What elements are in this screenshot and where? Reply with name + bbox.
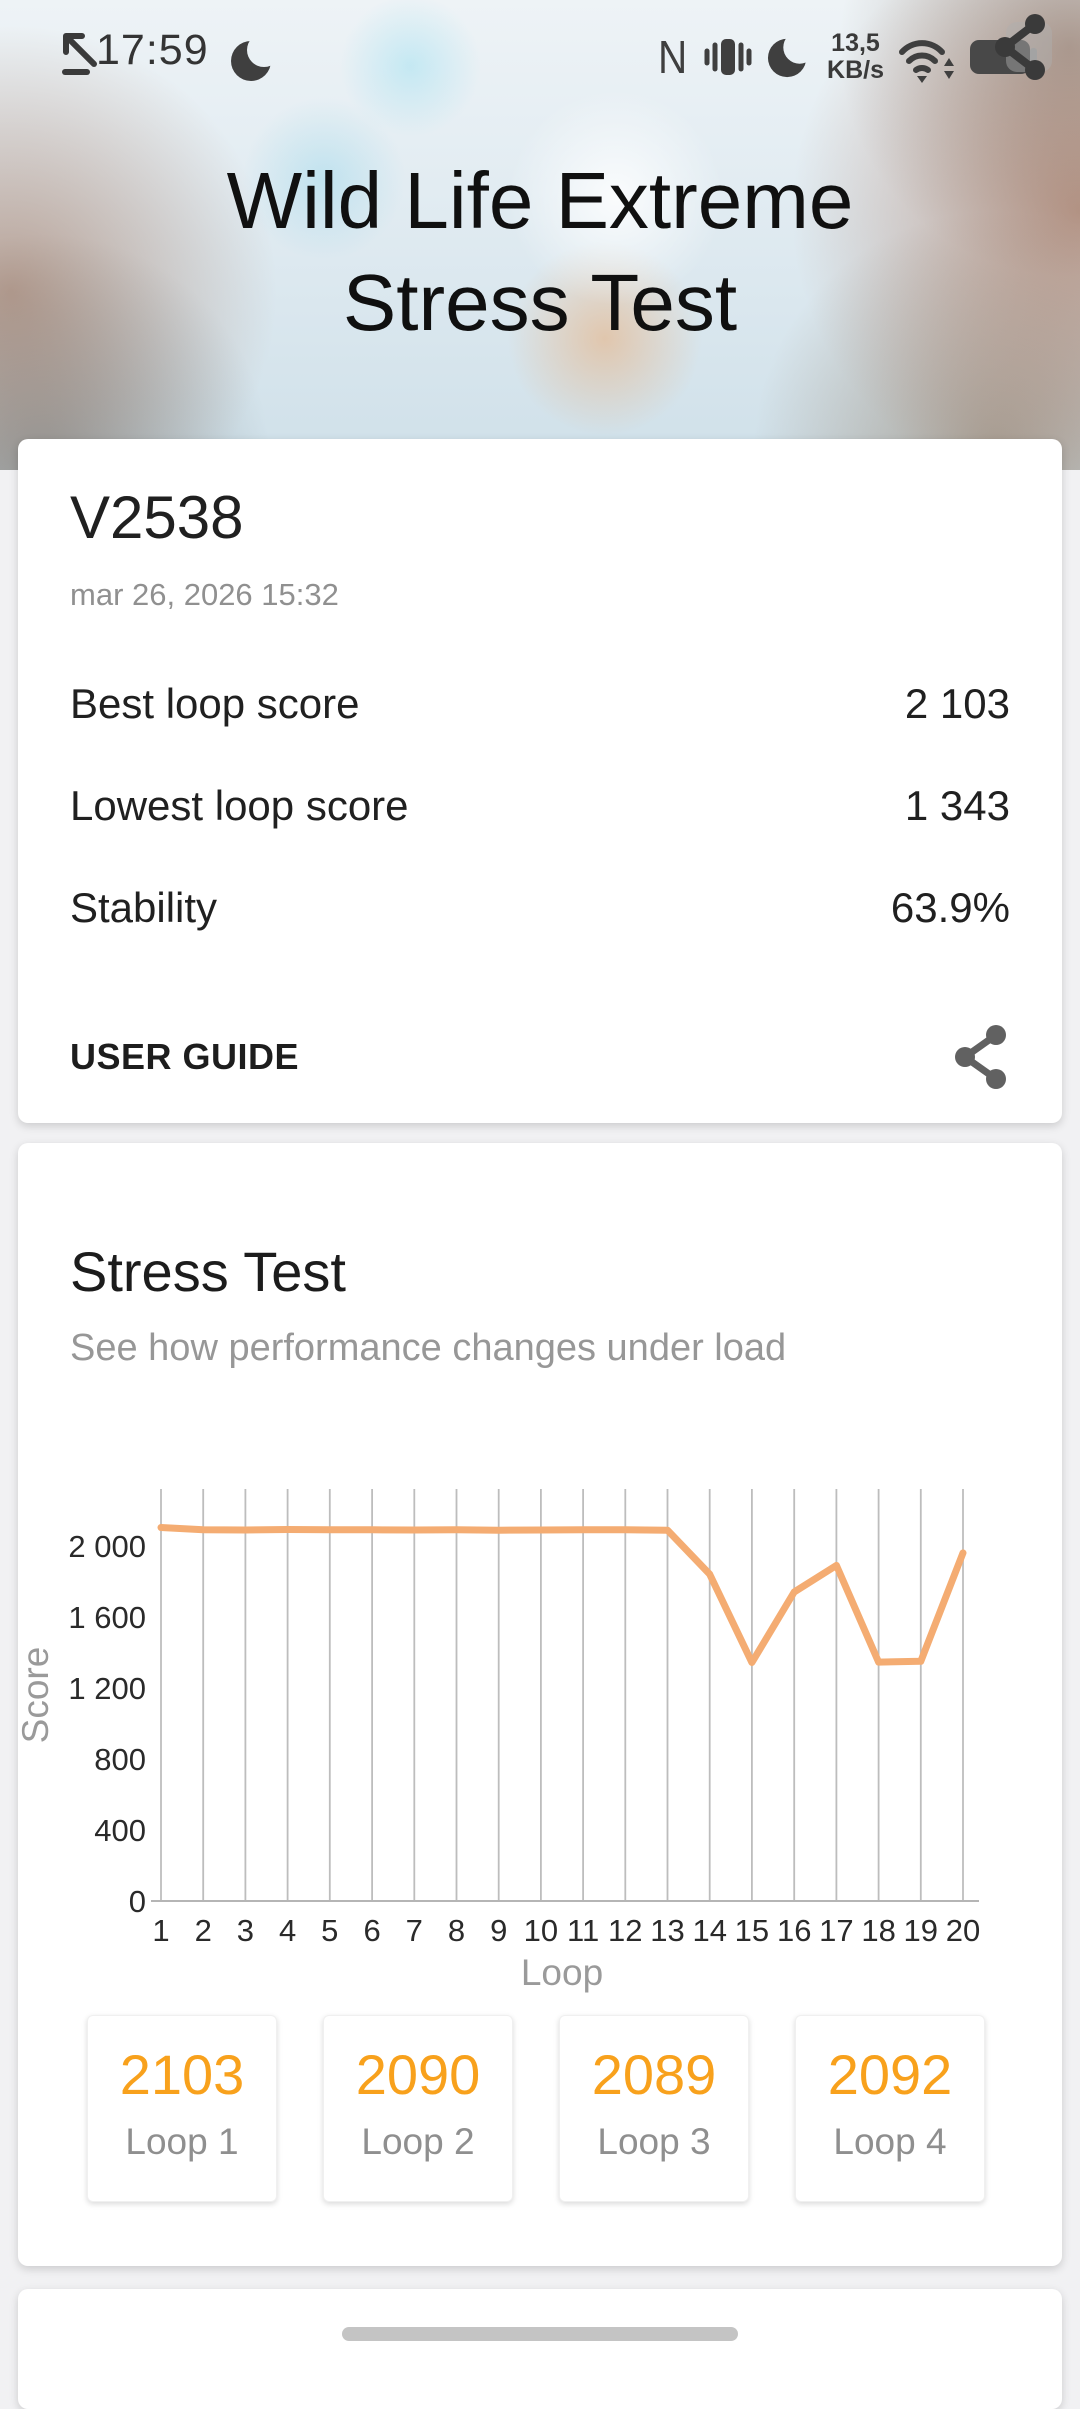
svg-text:13: 13 xyxy=(650,1913,684,1948)
clock: 17:59 xyxy=(96,26,209,74)
svg-text:10: 10 xyxy=(524,1913,558,1948)
vibrate-icon xyxy=(704,39,752,75)
svg-text:8: 8 xyxy=(448,1913,465,1948)
svg-text:16: 16 xyxy=(777,1913,811,1948)
row-value: 2 103 xyxy=(904,680,1010,727)
svg-text:1: 1 xyxy=(152,1913,169,1948)
loop-score-value: 2092 xyxy=(827,2043,953,2106)
loop-score-label: Loop 2 xyxy=(361,2121,475,2162)
page-title-line2: Stress Test xyxy=(342,258,738,347)
page-title-line1: Wild Life Extreme xyxy=(226,156,854,245)
share-overlay-icon[interactable] xyxy=(988,12,1054,82)
stress-test-card: Stress Test See how performance changes … xyxy=(18,1143,1062,2266)
row-label: Lowest loop score xyxy=(70,782,409,829)
svg-text:20: 20 xyxy=(946,1913,980,1948)
loop-score-label: Loop 1 xyxy=(125,2121,239,2162)
user-guide-button[interactable]: USER GUIDE xyxy=(70,1036,300,1077)
svg-text:6: 6 xyxy=(363,1913,380,1948)
user-guide-row: USER GUIDE xyxy=(70,1021,1010,1093)
loop-score-box: 2089 Loop 3 xyxy=(559,2015,749,2202)
page-title: Wild Life Extreme Stress Test xyxy=(0,150,1080,354)
result-card: V2538 mar 26, 2026 15:32 Best loop score… xyxy=(18,439,1062,1123)
loop-score-box: 2090 Loop 2 xyxy=(323,2015,513,2202)
table-row: Lowest loop score 1 343 xyxy=(70,782,1010,829)
do-not-disturb-moon-icon xyxy=(767,34,814,80)
battery-area xyxy=(970,14,1052,86)
status-bar: 17:59 N 13,5 KB/s xyxy=(0,0,1080,112)
svg-text:11: 11 xyxy=(567,1913,599,1948)
row-value: 63.9% xyxy=(890,884,1010,931)
svg-text:2: 2 xyxy=(195,1913,212,1948)
svg-text:1 200: 1 200 xyxy=(68,1671,146,1706)
svg-text:2 000: 2 000 xyxy=(68,1529,146,1564)
share-icon[interactable] xyxy=(952,1023,1010,1091)
svg-text:4: 4 xyxy=(279,1913,296,1948)
wifi-icon xyxy=(899,40,954,83)
svg-text:15: 15 xyxy=(735,1913,769,1948)
table-row: Stability 63.9% xyxy=(70,884,1010,931)
nfc-icon: N xyxy=(657,31,688,83)
svg-text:18: 18 xyxy=(861,1913,895,1948)
network-speed-value: 13,5 xyxy=(831,29,880,57)
score-rows: Best loop score 2 103 Lowest loop score … xyxy=(70,680,1010,987)
loop-score-box: 2092 Loop 4 xyxy=(795,2015,985,2202)
loop-score-label: Loop 4 xyxy=(833,2121,947,2162)
screen-share-arrow-icon xyxy=(62,33,97,75)
loop-score-boxes: 2103 Loop 1 2090 Loop 2 2089 Loop 3 2092… xyxy=(87,2015,985,2202)
loop-score-label: Loop 3 xyxy=(597,2121,711,2162)
stress-test-title: Stress Test xyxy=(70,1240,346,1303)
loop-score-box: 2103 Loop 1 xyxy=(87,2015,277,2202)
bottom-card xyxy=(18,2289,1062,2409)
network-speed-unit: KB/s xyxy=(827,56,884,84)
svg-text:5: 5 xyxy=(321,1913,338,1948)
svg-text:Loop: Loop xyxy=(521,1952,603,1993)
svg-text:1 600: 1 600 xyxy=(68,1600,146,1635)
loop-score-value: 2103 xyxy=(119,2043,245,2106)
stress-test-subtitle: See how performance changes under load xyxy=(70,1327,787,1369)
svg-text:Score: Score xyxy=(18,1647,56,1744)
row-label: Best loop score xyxy=(70,680,360,727)
svg-text:19: 19 xyxy=(904,1913,938,1948)
loop-score-value: 2090 xyxy=(355,2043,481,2106)
svg-text:3: 3 xyxy=(237,1913,254,1948)
svg-text:800: 800 xyxy=(94,1742,146,1777)
table-row: Best loop score 2 103 xyxy=(70,680,1010,727)
svg-text:7: 7 xyxy=(406,1913,423,1948)
svg-text:9: 9 xyxy=(490,1913,507,1948)
network-speed-indicator: 13,5 KB/s xyxy=(827,30,884,84)
row-value: 1 343 xyxy=(904,782,1010,829)
gesture-navigation-handle[interactable] xyxy=(342,2327,738,2341)
svg-text:14: 14 xyxy=(692,1913,726,1948)
svg-text:0: 0 xyxy=(129,1884,146,1919)
hero-artwork xyxy=(0,0,1080,470)
loop-score-value: 2089 xyxy=(591,2043,717,2106)
result-timestamp: mar 26, 2026 15:32 xyxy=(70,577,339,612)
device-name: V2538 xyxy=(70,484,244,551)
night-mode-moon-icon xyxy=(230,36,278,84)
svg-text:12: 12 xyxy=(608,1913,642,1948)
svg-text:17: 17 xyxy=(819,1913,853,1948)
svg-text:400: 400 xyxy=(94,1813,146,1848)
row-label: Stability xyxy=(70,884,218,931)
